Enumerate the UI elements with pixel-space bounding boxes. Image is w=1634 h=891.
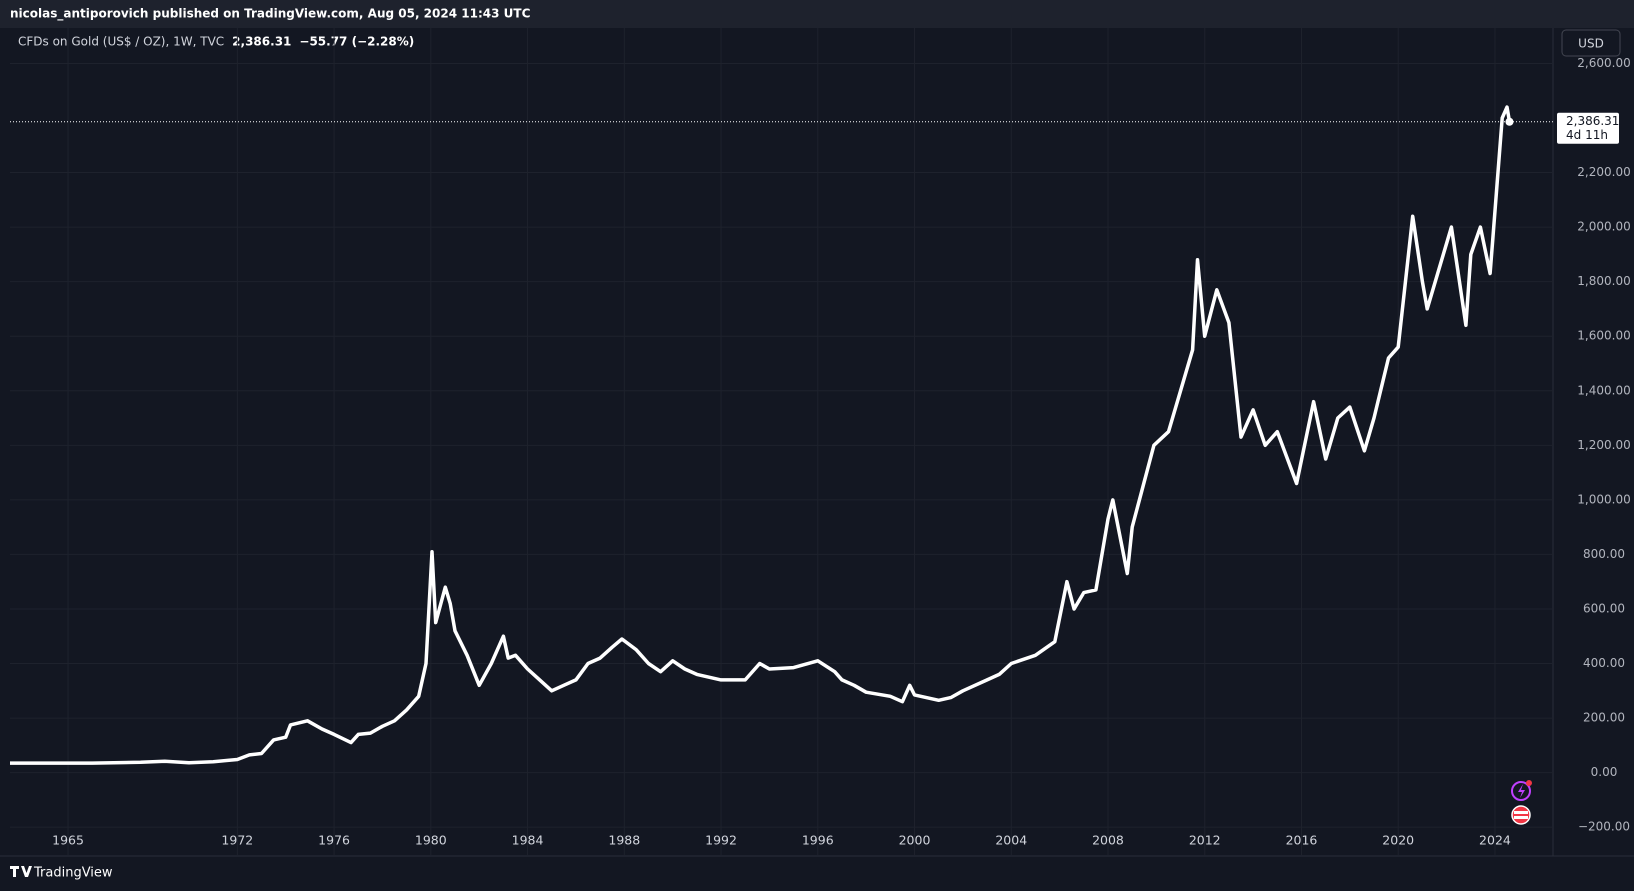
last-point bbox=[1505, 117, 1514, 126]
y-tick-label: 800.00 bbox=[1583, 547, 1625, 561]
x-tick-label: 2020 bbox=[1382, 833, 1414, 848]
y-tick-label: 400.00 bbox=[1583, 656, 1625, 670]
y-tick-label: −200.00 bbox=[1578, 820, 1630, 834]
y-tick-label: 200.00 bbox=[1583, 711, 1625, 725]
x-tick-label: 1972 bbox=[221, 833, 253, 848]
x-tick-label: 2012 bbox=[1189, 833, 1221, 848]
currency[interactable]: USD bbox=[1578, 37, 1604, 51]
y-tick-label: 2,000.00 bbox=[1577, 220, 1630, 234]
y-tick-label: 1,200.00 bbox=[1577, 438, 1630, 452]
tv-logo bbox=[10, 866, 32, 877]
countdown: 4d 11h bbox=[1566, 128, 1608, 142]
price-line bbox=[10, 105, 1512, 765]
legend-change: −55.77 (−2.28%) bbox=[299, 35, 414, 49]
x-tick-label: 2016 bbox=[1286, 833, 1318, 848]
brand: TradingView bbox=[33, 866, 113, 881]
last-price-label: 2,386.31 bbox=[1566, 114, 1619, 128]
x-tick-label: 2008 bbox=[1092, 833, 1124, 848]
us-flag-icon[interactable] bbox=[1511, 805, 1531, 825]
flash-icon[interactable] bbox=[1511, 780, 1532, 801]
x-tick-label: 1996 bbox=[802, 833, 834, 848]
x-tick-label: 2024 bbox=[1479, 833, 1511, 848]
x-tick-label: 1988 bbox=[608, 833, 640, 848]
x-tick-label: 2000 bbox=[899, 833, 931, 848]
y-tick-label: 1,000.00 bbox=[1577, 492, 1630, 506]
symbol-legend: CFDs on Gold (US$ / OZ), 1W, TVC bbox=[18, 35, 224, 49]
publish-info: nicolas_antiporovich published on Tradin… bbox=[10, 7, 531, 22]
x-tick-label: 1984 bbox=[512, 833, 544, 848]
y-tick-label: 2,200.00 bbox=[1577, 165, 1630, 179]
y-tick-label: 0.00 bbox=[1591, 765, 1618, 779]
y-tick-label: 2,600.00 bbox=[1577, 56, 1630, 70]
x-tick-label: 1965 bbox=[52, 833, 84, 848]
x-tick-label: 1992 bbox=[705, 833, 737, 848]
y-tick-label: 600.00 bbox=[1583, 601, 1625, 615]
y-tick-label: 1,400.00 bbox=[1577, 383, 1630, 397]
currency-button[interactable] bbox=[1561, 29, 1621, 57]
y-tick-label: 1,600.00 bbox=[1577, 329, 1630, 343]
y-tick-label: 1,800.00 bbox=[1577, 274, 1630, 288]
legend-last-value: 2,386.31 bbox=[232, 35, 291, 49]
x-tick-label: 1980 bbox=[415, 833, 447, 848]
last-price-tag bbox=[1557, 112, 1619, 144]
x-tick-label: 2004 bbox=[995, 833, 1027, 848]
header-bar bbox=[0, 0, 1634, 28]
x-tick-label: 1976 bbox=[318, 833, 350, 848]
